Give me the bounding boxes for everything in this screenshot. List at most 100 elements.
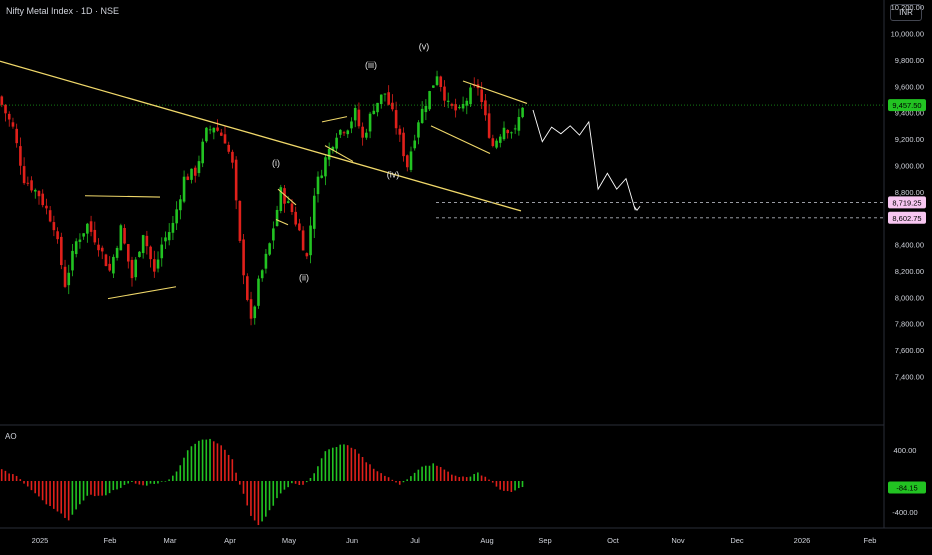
ao-bar xyxy=(491,481,494,483)
pattern-line xyxy=(277,188,297,206)
time-tick-label: Apr xyxy=(224,536,236,545)
candle-body xyxy=(78,239,82,242)
ao-bar xyxy=(305,481,308,483)
ao-bar xyxy=(116,481,118,490)
ao-bar xyxy=(291,481,293,484)
pattern-line xyxy=(462,80,528,104)
ao-bar xyxy=(149,481,152,484)
ao-tick-label: 400.00 xyxy=(894,446,917,455)
candle-body xyxy=(405,155,409,168)
ao-bar xyxy=(376,471,379,481)
candle-body xyxy=(368,113,372,132)
candle-body xyxy=(52,222,56,231)
candle-body xyxy=(119,225,123,251)
candle-body xyxy=(160,244,164,259)
ao-bar xyxy=(105,481,107,496)
ao-bar xyxy=(510,481,513,492)
ao-bar xyxy=(358,453,360,481)
ao-bar xyxy=(313,473,315,481)
ao-bar xyxy=(26,481,29,487)
candle-body xyxy=(37,190,41,197)
ao-bar xyxy=(410,476,412,481)
ao-bar xyxy=(253,481,256,521)
candle-body xyxy=(0,96,4,105)
candle-body xyxy=(491,138,495,146)
ao-bar xyxy=(465,477,468,481)
candle-body xyxy=(286,201,290,203)
ao-bar xyxy=(354,449,356,481)
ao-bar xyxy=(335,447,338,481)
ao-bar xyxy=(268,481,271,511)
candle-body xyxy=(205,127,208,142)
ao-bar xyxy=(276,481,278,499)
ao-bar xyxy=(231,459,234,481)
candle-body xyxy=(458,107,461,109)
pattern-line xyxy=(321,116,348,123)
candle-body xyxy=(126,244,130,262)
price-tick-label: 8,800.00 xyxy=(895,188,924,197)
candle-body xyxy=(171,222,175,233)
ao-bar xyxy=(317,466,319,481)
ao-bar xyxy=(19,479,22,481)
candle-body xyxy=(19,146,22,166)
ao-bar xyxy=(64,481,66,518)
ao-bar xyxy=(283,481,286,490)
candle-body xyxy=(424,106,428,113)
candle-body xyxy=(257,278,260,306)
ao-bar xyxy=(101,481,103,496)
candle-body xyxy=(495,140,498,148)
ao-bar xyxy=(365,462,368,481)
ao-bar xyxy=(302,481,304,485)
candle-body xyxy=(312,195,316,229)
candle-body xyxy=(480,89,483,103)
ao-bar xyxy=(86,481,89,496)
candle-body xyxy=(394,110,398,129)
candle-body xyxy=(45,205,48,209)
ao-bar xyxy=(265,481,267,517)
price-tick-label: 9,200.00 xyxy=(895,135,924,144)
candle-body xyxy=(268,243,271,255)
candle-body xyxy=(398,128,402,135)
candle-body xyxy=(60,236,63,266)
candle-body xyxy=(182,176,186,202)
ao-bar xyxy=(0,469,3,481)
candle-body xyxy=(190,168,193,180)
candle-body xyxy=(156,259,160,269)
ao-bar xyxy=(79,481,81,505)
time-tick-label: Jul xyxy=(410,536,420,545)
candle-body xyxy=(506,129,510,134)
candle-body xyxy=(264,253,268,269)
ao-bar xyxy=(454,475,457,481)
ao-bar xyxy=(443,469,446,481)
ao-bar xyxy=(190,446,193,481)
pattern-line xyxy=(84,195,161,198)
candle-body xyxy=(435,76,439,85)
price-tick-label: 9,800.00 xyxy=(895,56,924,65)
candle-body xyxy=(201,141,204,164)
ao-bar xyxy=(145,481,148,486)
time-tick-label: Jun xyxy=(346,536,358,545)
time-tick-label: Oct xyxy=(607,536,620,545)
ao-bar xyxy=(458,477,461,481)
ao-bar xyxy=(380,473,382,481)
ao-bar xyxy=(60,481,63,514)
ao-bar xyxy=(395,481,397,483)
wave-label: (iv) xyxy=(387,170,400,180)
ao-bar xyxy=(469,476,472,481)
candle-body xyxy=(443,86,446,101)
candle-body xyxy=(279,187,283,211)
candle-body xyxy=(167,232,171,241)
wave-label: (iii) xyxy=(365,60,377,70)
ao-bar xyxy=(369,464,371,481)
candle-body xyxy=(465,100,469,106)
candle-body xyxy=(513,128,517,130)
ao-bar xyxy=(473,474,475,481)
pattern-line xyxy=(324,145,354,162)
ao-bar xyxy=(261,481,263,522)
ao-bar xyxy=(503,481,505,491)
candle-body xyxy=(7,113,11,120)
candle-body xyxy=(71,250,74,271)
currency-button[interactable]: INR xyxy=(890,4,922,21)
